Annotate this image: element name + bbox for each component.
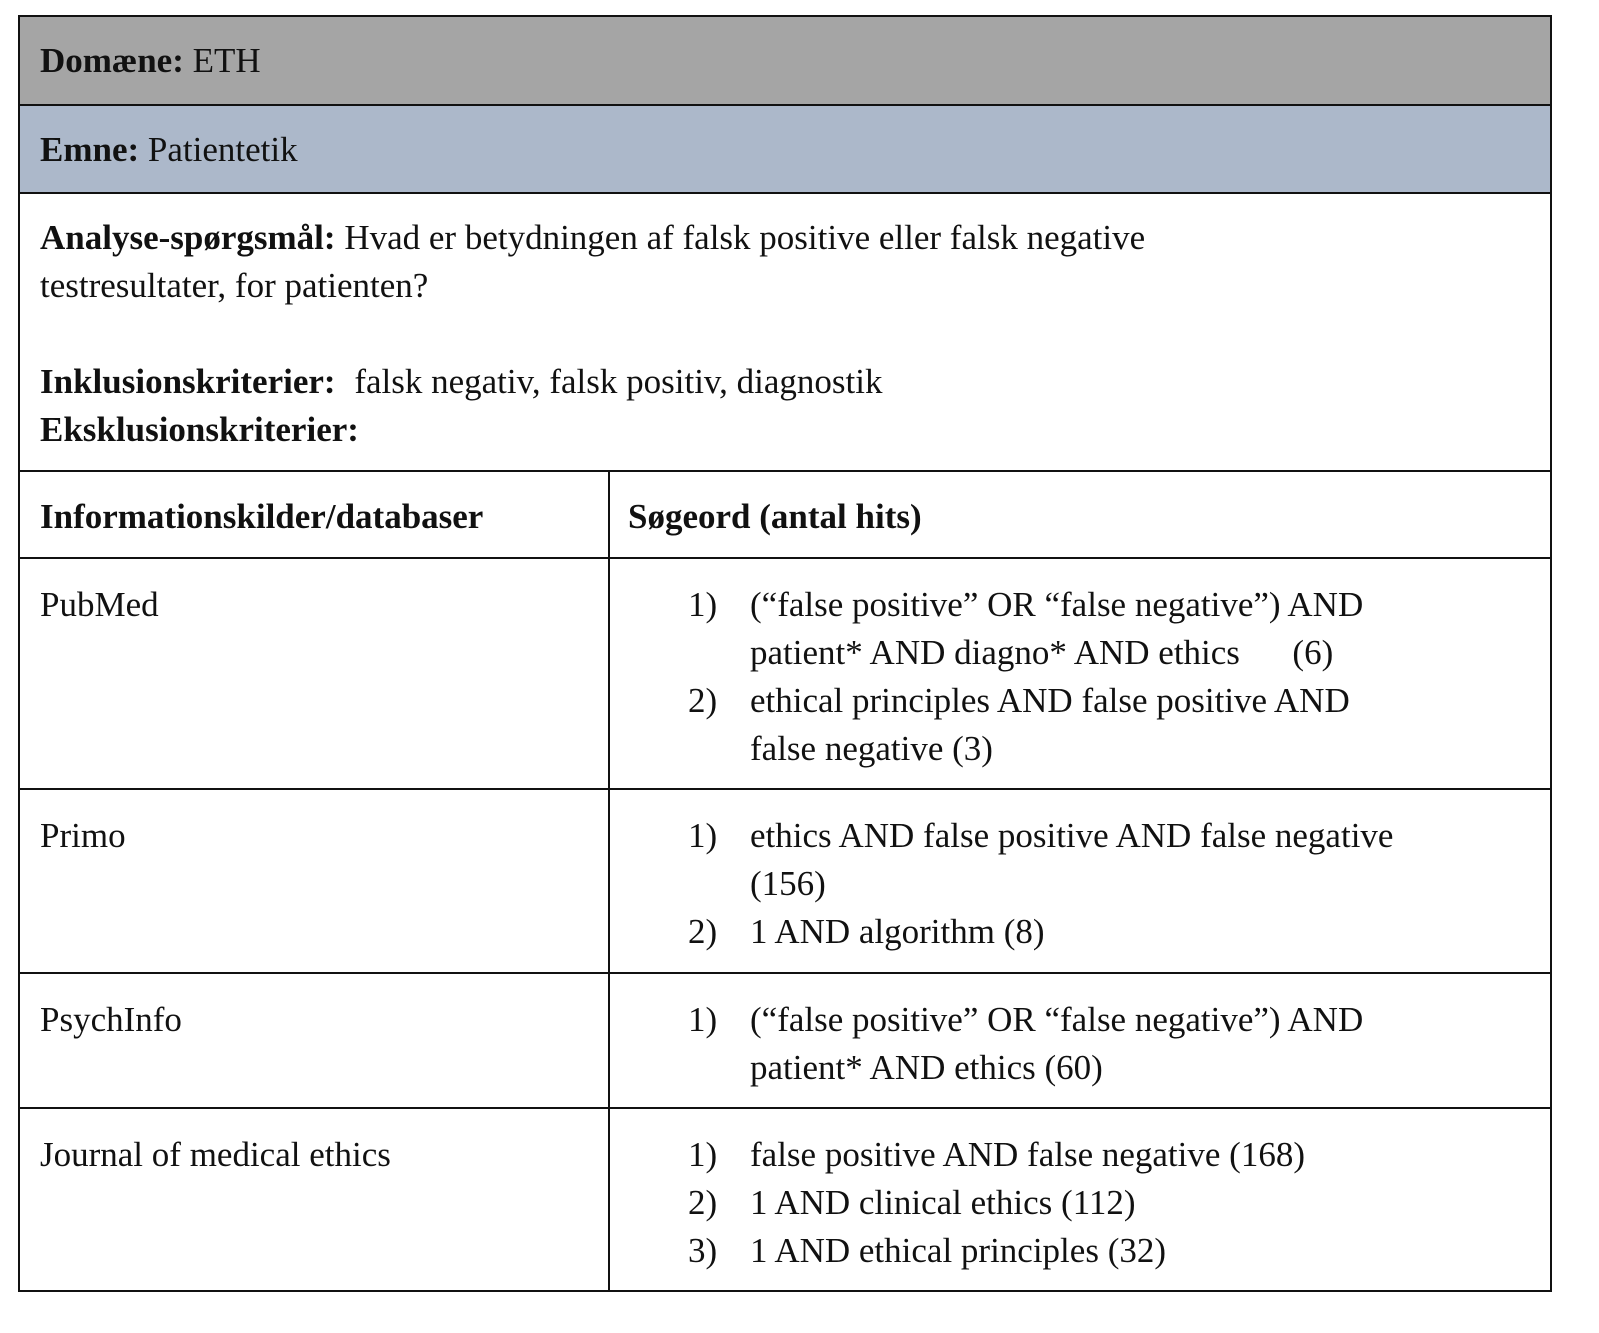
question-cell: Analyse-spørgsmål: Hvad er betydningen a… (40, 214, 1145, 454)
topic-value: Patientetik (147, 130, 298, 169)
query-text: false negative (3) (750, 729, 993, 768)
source-pubmed: PubMed (40, 585, 159, 624)
table-header-row: Informationskilder/databaser Søgeord (an… (20, 472, 1550, 559)
domain-cell: Domæne: ETH (40, 37, 261, 85)
table-row: Primo 1) ethics AND false positive AND f… (20, 790, 1550, 974)
exclusion-label: Eksklusionskriterier: (40, 410, 359, 449)
list-number: 2) (688, 1183, 718, 1222)
list-number: 3) (688, 1231, 718, 1270)
header-search-terms: Søgeord (antal hits) (628, 497, 922, 536)
inclusion-label: Inklusionskriterier: (40, 362, 336, 401)
question-line2: testresultater, for patienten? (40, 266, 429, 305)
list-number: 1) (688, 1000, 718, 1039)
query-text: 1 AND ethical principles (32) (750, 1231, 1167, 1270)
query-text: 1 AND algorithm (8) (750, 912, 1045, 951)
query-text: 1 AND clinical ethics (112) (750, 1183, 1136, 1222)
domain-row: Domæne: ETH (20, 17, 1550, 106)
list-number: 1) (688, 816, 718, 855)
query-list: 1) (“false positive” OR “false negative”… (688, 581, 1510, 773)
list-item: 1) (“false positive” OR “false negative”… (688, 996, 1510, 1092)
list-item: 1) (“false positive” OR “false negative”… (688, 581, 1510, 677)
topic-cell: Emne: Patientetik (40, 126, 298, 174)
query-list: 1) ethics AND false positive AND false n… (688, 812, 1510, 956)
list-item: 2) 1 AND clinical ethics (112) (688, 1179, 1510, 1227)
topic-row: Emne: Patientetik (20, 106, 1550, 194)
query-text: (“false positive” OR “false negative”) A… (750, 1000, 1364, 1039)
source-primo: Primo (40, 816, 126, 855)
query-text: ethical principles AND false positive AN… (750, 681, 1350, 720)
list-number: 2) (688, 912, 718, 951)
list-number: 2) (688, 681, 718, 720)
table-row: PubMed 1) (“false positive” OR “false ne… (20, 559, 1550, 790)
search-protocol-table: Domæne: ETH Emne: Patientetik Analyse-sp… (18, 15, 1552, 1292)
list-item: 1) ethics AND false positive AND false n… (688, 812, 1510, 908)
question-row: Analyse-spørgsmål: Hvad er betydningen a… (20, 194, 1550, 472)
query-text: ethics AND false positive AND false nega… (750, 816, 1394, 855)
list-item: 1) false positive AND false negative (16… (688, 1131, 1510, 1179)
query-text: (156) (750, 864, 826, 903)
topic-label: Emne: (40, 130, 140, 169)
list-item: 2) 1 AND algorithm (8) (688, 908, 1510, 956)
list-number: 1) (688, 585, 718, 624)
source-journal-medical-ethics: Journal of medical ethics (40, 1135, 391, 1174)
table-row: PsychInfo 1) (“false positive” OR “false… (20, 974, 1550, 1109)
query-text: false positive AND false negative (168) (750, 1135, 1305, 1174)
list-item: 3) 1 AND ethical principles (32) (688, 1227, 1510, 1275)
query-text: (“false positive” OR “false negative”) A… (750, 585, 1364, 624)
list-number: 1) (688, 1135, 718, 1174)
list-item: 2) ethical principles AND false positive… (688, 677, 1510, 773)
query-list: 1) (“false positive” OR “false negative”… (688, 996, 1510, 1092)
query-text: patient* AND diagno* AND ethics (6) (750, 633, 1334, 672)
domain-label: Domæne: (40, 41, 184, 80)
table-row: Journal of medical ethics 1) false posit… (20, 1109, 1550, 1290)
source-psychinfo: PsychInfo (40, 1000, 182, 1039)
question-label: Analyse-spørgsmål: (40, 218, 336, 257)
query-list: 1) false positive AND false negative (16… (688, 1131, 1510, 1275)
inclusion-value: falsk negativ, falsk positiv, diagnostik (354, 362, 883, 401)
domain-value: ETH (192, 41, 261, 80)
question-line1: Hvad er betydningen af falsk positive el… (344, 218, 1146, 257)
query-text: patient* AND ethics (60) (750, 1048, 1103, 1087)
header-sources: Informationskilder/databaser (40, 497, 484, 536)
